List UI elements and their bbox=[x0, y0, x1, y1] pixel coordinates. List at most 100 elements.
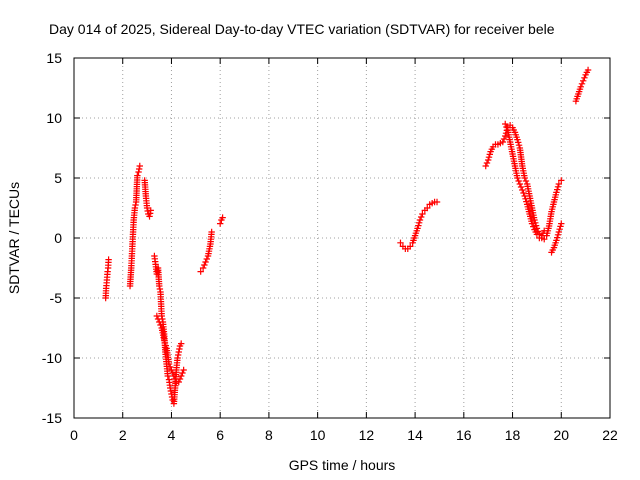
data-point bbox=[105, 256, 112, 263]
data-point bbox=[523, 198, 530, 205]
data-point bbox=[167, 387, 175, 395]
data-point bbox=[558, 177, 565, 184]
data-point bbox=[146, 210, 154, 217]
data-point bbox=[553, 237, 560, 244]
plot-frame bbox=[73, 57, 611, 419]
data-point bbox=[407, 243, 414, 250]
data-point bbox=[135, 168, 142, 176]
data-point bbox=[136, 162, 143, 170]
data-point bbox=[132, 201, 139, 209]
data-point bbox=[178, 340, 185, 347]
data-point bbox=[502, 120, 509, 128]
data-point bbox=[167, 363, 174, 371]
data-point bbox=[522, 177, 530, 185]
data-point bbox=[533, 231, 541, 238]
data-point bbox=[514, 174, 521, 182]
data-point bbox=[143, 204, 151, 212]
data-point bbox=[131, 204, 139, 212]
data-point bbox=[147, 207, 154, 214]
y-tick-label: 15 bbox=[46, 50, 62, 66]
x-tick-label: 12 bbox=[359, 427, 375, 443]
data-point bbox=[201, 261, 208, 269]
data-point bbox=[156, 285, 164, 293]
data-point bbox=[581, 74, 588, 81]
data-point bbox=[483, 159, 491, 167]
data-point bbox=[153, 312, 161, 320]
x-tick-label: 6 bbox=[216, 427, 224, 443]
y-tick-label: -10 bbox=[42, 350, 62, 366]
data-point bbox=[157, 321, 164, 329]
data-point bbox=[484, 156, 492, 164]
data-point bbox=[522, 195, 529, 202]
data-point bbox=[578, 80, 586, 87]
data-point bbox=[531, 216, 538, 224]
data-point bbox=[584, 66, 592, 74]
data-point bbox=[208, 228, 215, 236]
data-point bbox=[521, 192, 528, 200]
data-point bbox=[146, 213, 153, 220]
data-point bbox=[554, 231, 562, 238]
data-point bbox=[514, 136, 521, 143]
data-point bbox=[176, 345, 183, 353]
data-point bbox=[482, 162, 489, 170]
data-point bbox=[433, 198, 441, 206]
data-point bbox=[515, 142, 523, 149]
data-point bbox=[165, 360, 173, 368]
data-point bbox=[577, 83, 584, 90]
data-point bbox=[416, 216, 424, 224]
data-point bbox=[517, 183, 525, 191]
data-point bbox=[528, 220, 536, 227]
data-point bbox=[154, 267, 161, 275]
data-point bbox=[520, 189, 527, 197]
data-point bbox=[415, 219, 423, 226]
data-point bbox=[178, 372, 185, 380]
y-tick-label: -15 bbox=[42, 410, 62, 426]
data-point bbox=[521, 174, 528, 182]
y-tick-label: 10 bbox=[46, 110, 62, 126]
data-point bbox=[515, 139, 522, 146]
data-point bbox=[532, 219, 539, 226]
data-point bbox=[499, 138, 506, 146]
data-point bbox=[419, 210, 426, 218]
data-point bbox=[541, 227, 548, 234]
data-point bbox=[516, 180, 524, 188]
x-tick-label: 10 bbox=[310, 427, 326, 443]
data-point bbox=[554, 234, 561, 241]
data-point bbox=[156, 282, 163, 290]
data-point bbox=[500, 135, 508, 143]
data-point bbox=[174, 354, 181, 362]
data-point bbox=[202, 258, 209, 266]
data-point bbox=[486, 151, 494, 158]
data-point bbox=[161, 339, 169, 346]
data-point bbox=[553, 189, 560, 196]
data-point bbox=[203, 255, 210, 263]
data-point bbox=[170, 372, 178, 380]
data-point bbox=[414, 225, 421, 232]
data-point bbox=[424, 204, 431, 212]
y-tick-label: -5 bbox=[50, 290, 63, 306]
data-point bbox=[168, 366, 175, 374]
x-tick-label: 22 bbox=[602, 427, 618, 443]
data-point bbox=[580, 77, 587, 84]
data-point bbox=[176, 375, 184, 383]
x-tick-label: 8 bbox=[265, 427, 273, 443]
data-point bbox=[174, 351, 182, 359]
data-point bbox=[175, 378, 182, 386]
data-point bbox=[135, 165, 143, 173]
x-tick-label: 16 bbox=[456, 427, 472, 443]
data-point bbox=[199, 264, 207, 272]
x-tick-label: 0 bbox=[70, 427, 78, 443]
data-point bbox=[554, 183, 562, 190]
data-point bbox=[557, 223, 564, 230]
x-tick-label: 4 bbox=[168, 427, 176, 443]
axis-tick-labels: 0 2 4 6 8 10 12 14 16 18 20 22 -15 -10 -5 0 5 10 15 bbox=[42, 50, 618, 443]
x-tick-label: 20 bbox=[553, 427, 569, 443]
data-point bbox=[160, 336, 168, 344]
data-point bbox=[555, 180, 563, 188]
data-point bbox=[169, 369, 176, 377]
y-tick-label: 0 bbox=[54, 230, 62, 246]
data-point bbox=[197, 268, 204, 275]
data-point bbox=[219, 214, 226, 221]
y-axis-title: SDTVAR / TECUs bbox=[6, 182, 22, 294]
